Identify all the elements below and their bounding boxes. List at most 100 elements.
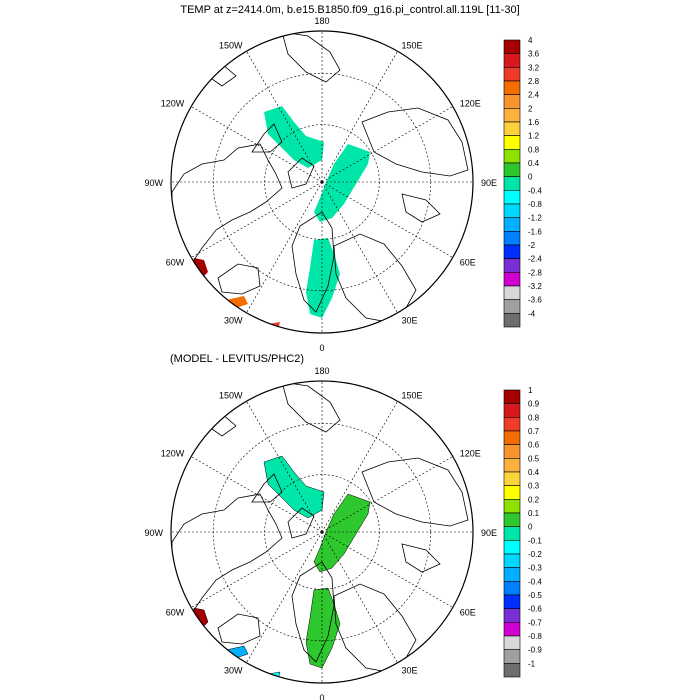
meridian-line	[321, 181, 398, 313]
lon-label: 90E	[481, 178, 497, 188]
map-boundary	[170, 380, 474, 684]
lon-label: 60E	[460, 608, 476, 618]
colorbar-label: 1.2	[528, 132, 540, 141]
colorbar-label: -3.2	[528, 282, 542, 291]
coastline	[251, 473, 283, 503]
colorbar-label: 0.8	[528, 145, 540, 154]
colorbar-label: 1	[528, 386, 533, 395]
colorbar-label: 0.7	[528, 427, 540, 436]
colorbar-label: -0.8	[528, 632, 542, 641]
region-labrador-sea	[191, 607, 209, 631]
meridian-line	[321, 531, 453, 608]
colorbar-label: 0.9	[528, 400, 540, 409]
lon-label: 180	[314, 16, 329, 26]
colorbar-label: -2	[528, 241, 536, 250]
colorbar-label: -3.6	[528, 296, 542, 305]
colorbar-box	[503, 39, 521, 54]
colorbar-box	[503, 190, 521, 205]
colorbar-label: 0.3	[528, 482, 540, 491]
colorbar-box	[503, 299, 521, 314]
colorbar-label: -1.2	[528, 214, 542, 223]
meridian-line	[321, 181, 453, 258]
colorbar-box	[503, 594, 521, 609]
region-nordic-seas	[305, 587, 341, 669]
colorbar-box	[503, 417, 521, 432]
region-canada-basin	[263, 455, 325, 519]
colorbar-label: -0.3	[528, 564, 542, 573]
meridian-line	[191, 531, 323, 608]
colorbar-box	[503, 244, 521, 259]
colorbar-box	[503, 121, 521, 136]
meridian-line	[191, 181, 323, 258]
colorbar-label: -4	[528, 309, 536, 318]
colorbar-label: 0.6	[528, 441, 540, 450]
colorbar-box	[503, 622, 521, 637]
lon-label: 0	[319, 693, 324, 700]
region-eastern-arctic-basin	[313, 493, 371, 573]
lon-label: 120W	[161, 449, 185, 459]
colorbar-label: 0.8	[528, 413, 540, 422]
meridian-line	[191, 456, 323, 533]
colorbar-box	[503, 512, 521, 527]
map-panel-2: (MODEL - LEVITUS/PHC2) 180 150E 120E 90E 60E 3…	[144, 353, 542, 700]
lon-label: 120E	[460, 99, 481, 109]
colorbar-box	[503, 53, 521, 68]
coastline	[361, 457, 469, 527]
region-canada-basin	[264, 106, 324, 168]
colorbar-label: -2.4	[528, 255, 542, 264]
panel-title: (MODEL - LEVITUS/PHC2)	[170, 353, 304, 365]
colorbar-label: 0	[528, 173, 533, 182]
colorbar-label: -0.1	[528, 536, 542, 545]
colorbar-label: 0.4	[528, 159, 540, 168]
colorbar-box	[503, 217, 521, 232]
colorbar-box	[503, 272, 521, 287]
colorbar-box	[503, 389, 521, 404]
coastline	[171, 493, 283, 617]
colorbar-box	[503, 471, 521, 486]
latitude-circle	[264, 124, 380, 240]
meridian-line	[246, 531, 323, 663]
coastline	[217, 263, 261, 295]
colorbar-box	[503, 430, 521, 445]
colorbar: 1 0.9 0.8 0.7 0.6 0.5 0.4 0.3 0.2 0.1 0 -0.1 -0.2 -0.…	[503, 386, 542, 678]
coastline	[401, 543, 441, 573]
colorbar-box	[503, 108, 521, 123]
coastline	[281, 31, 341, 83]
colorbar-box	[503, 231, 521, 246]
colorbar-box	[503, 608, 521, 623]
colorbar-box	[503, 458, 521, 473]
lon-label: 120W	[161, 99, 185, 109]
colorbar-label: 0.4	[528, 468, 540, 477]
map-interior	[171, 31, 473, 333]
colorbar-label: 2.8	[528, 77, 540, 86]
colorbar-box	[503, 80, 521, 95]
colorbar-box	[503, 135, 521, 150]
colorbar-label: 4	[528, 36, 533, 45]
colorbar-box	[503, 403, 521, 418]
colorbar-label: -1.6	[528, 227, 542, 236]
colorbar-label: 3.6	[528, 50, 540, 59]
colorbar-label: -0.5	[528, 591, 542, 600]
latitude-circle	[212, 72, 432, 292]
colorbar-label: 0.5	[528, 454, 540, 463]
lon-label: 30W	[224, 666, 243, 676]
colorbar-box	[503, 313, 521, 328]
colorbar-label: 0.2	[528, 495, 540, 504]
colorbar-label: 3.2	[528, 63, 540, 72]
coastline	[201, 63, 237, 87]
colorbar-box	[503, 67, 521, 82]
map-panel-1: TEMP at z=2414.0m, b.e15.B1850.f09_g16.p…	[144, 4, 542, 353]
colorbar-label: 2	[528, 104, 533, 113]
map-boundary	[170, 30, 474, 334]
meridian-line	[246, 51, 323, 183]
meridian-line	[246, 401, 323, 533]
region-nordic-seas	[306, 238, 340, 318]
lon-label: 90E	[481, 528, 497, 538]
colorbar-label: -0.6	[528, 605, 542, 614]
meridian-line	[321, 106, 453, 183]
colorbar-box	[503, 485, 521, 500]
colorbar-box	[503, 162, 521, 177]
lon-label: 150W	[219, 390, 243, 400]
latitude-circle	[264, 474, 380, 590]
colorbar-label: -0.8	[528, 200, 542, 209]
